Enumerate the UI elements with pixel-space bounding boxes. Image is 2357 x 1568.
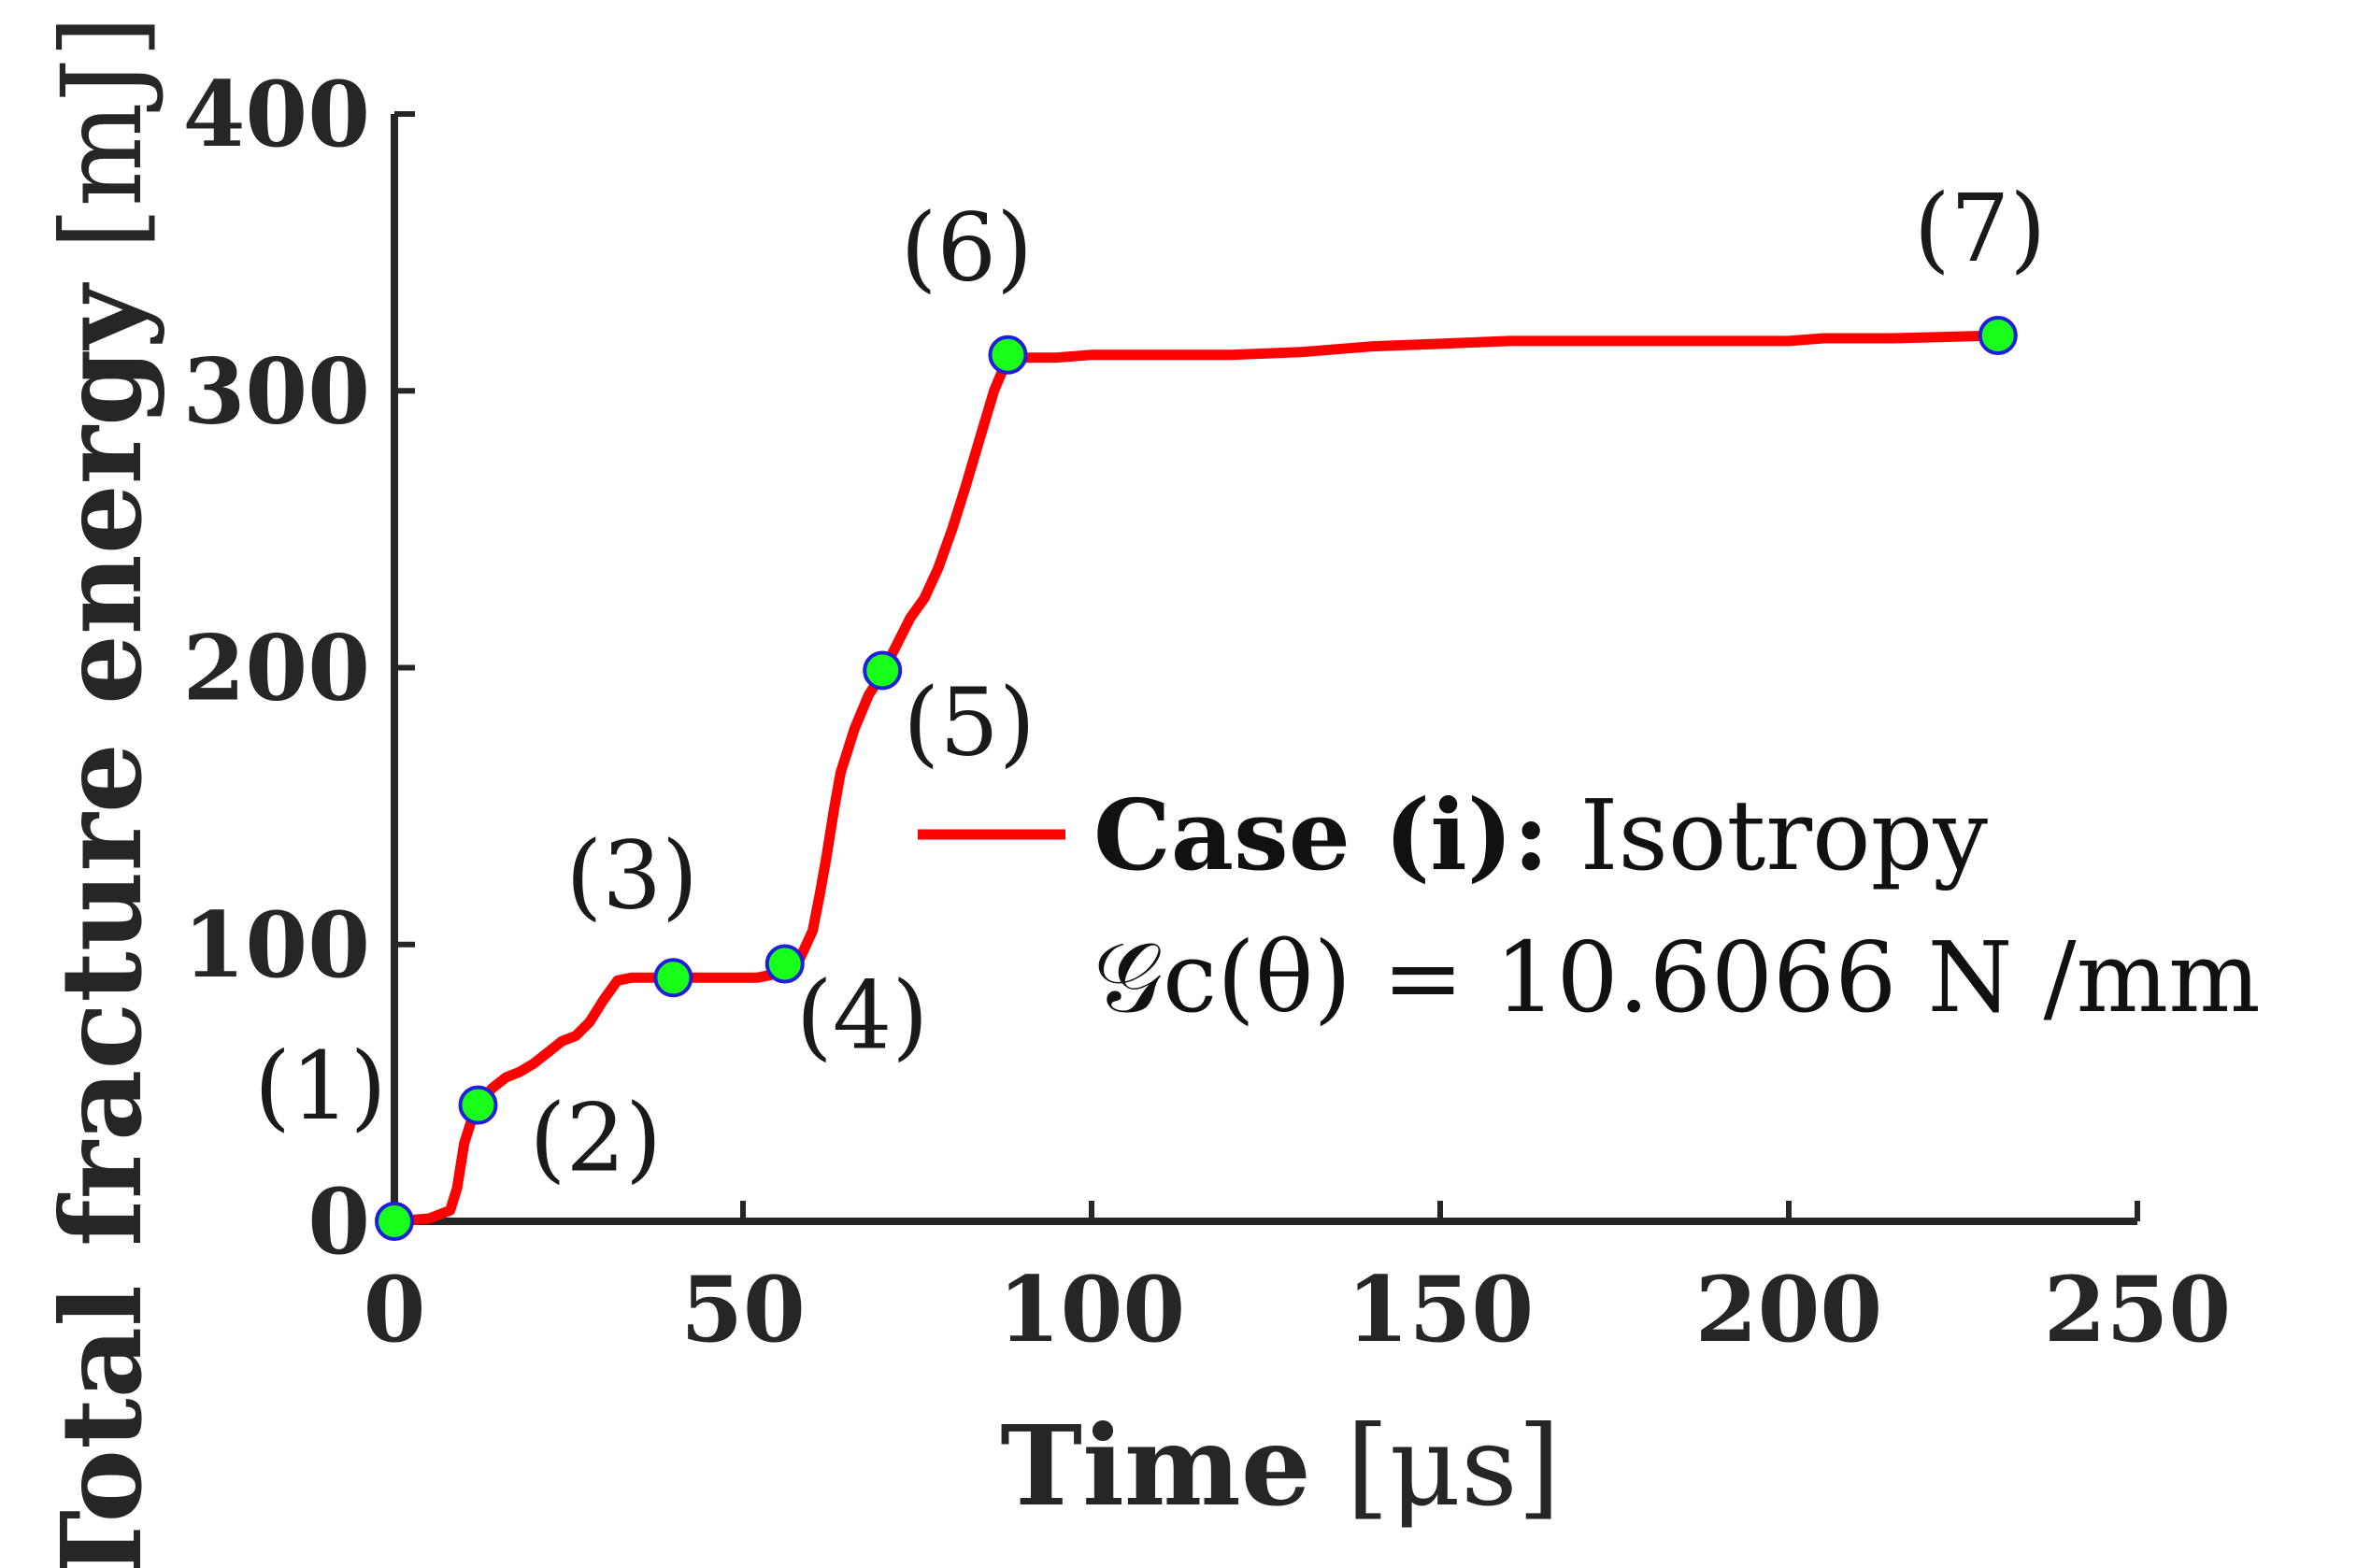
data-point-marker bbox=[1978, 316, 2018, 355]
legend-entry-label: Case (i): Isotropy bbox=[1093, 777, 1988, 892]
point-label: (2) bbox=[530, 1084, 663, 1193]
point-label: (6) bbox=[900, 193, 1033, 303]
legend-subtitle: 𝒢c(θ) = 10.6066 N /mm bbox=[1093, 920, 2261, 1034]
y-tick-label: 0 bbox=[307, 1169, 370, 1275]
data-point-marker bbox=[988, 335, 1028, 375]
data-point-marker bbox=[375, 1202, 414, 1241]
data-point-marker bbox=[764, 944, 805, 984]
y-tick-label: 100 bbox=[183, 892, 370, 998]
x-tick-label: 200 bbox=[1695, 1257, 1882, 1362]
ticks: 0 50 100 150 200 250 0 100 200 300 400 bbox=[183, 62, 2232, 1362]
markers: (1) (2) (3) (4) (5) (6) (7) bbox=[254, 174, 2047, 1241]
x-tick-label: 100 bbox=[998, 1257, 1185, 1362]
data-point-marker bbox=[653, 958, 693, 998]
y-tick-label: 400 bbox=[183, 62, 370, 167]
x-tick-label: 150 bbox=[1347, 1257, 1534, 1362]
point-label: (3) bbox=[565, 820, 698, 930]
data-point-marker bbox=[863, 650, 903, 691]
y-axis-title: Total fracture energy [mJ] bbox=[36, 15, 166, 1568]
point-label: (7) bbox=[1914, 174, 2047, 283]
y-tick-label: 200 bbox=[183, 616, 370, 721]
point-label: (1) bbox=[254, 1032, 387, 1141]
x-axis-title: Time [μs] bbox=[1000, 1401, 1560, 1531]
legend: Case (i): Isotropy 𝒢c(θ) = 10.6066 N /mm bbox=[918, 777, 2261, 1034]
series-line bbox=[389, 330, 2004, 1227]
data-point-marker bbox=[458, 1085, 498, 1125]
point-label: (4) bbox=[796, 961, 929, 1070]
axes bbox=[391, 114, 2137, 1225]
x-tick-label: 250 bbox=[2044, 1257, 2231, 1362]
series-layer bbox=[389, 330, 2004, 1227]
x-tick-label: 50 bbox=[680, 1257, 806, 1362]
x-tick-label: 0 bbox=[364, 1257, 426, 1362]
y-tick-label: 300 bbox=[183, 338, 370, 444]
point-label: (5) bbox=[903, 667, 1036, 777]
